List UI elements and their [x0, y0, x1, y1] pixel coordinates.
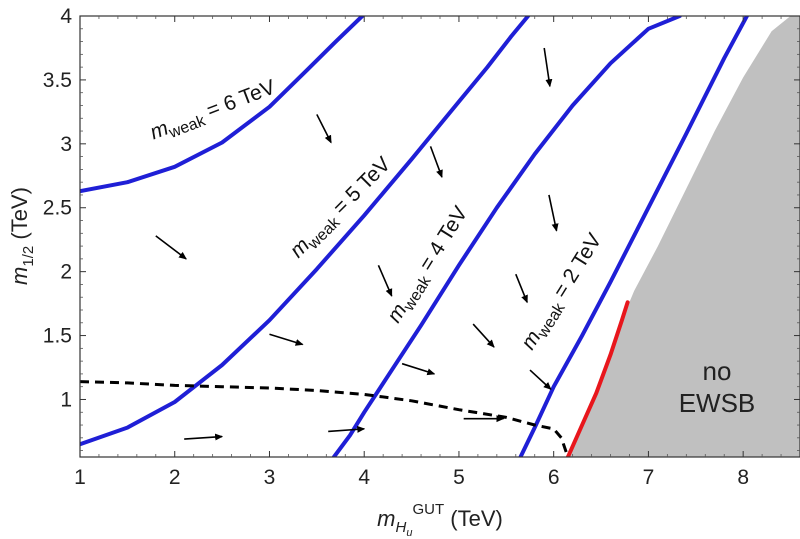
- flow-arrow: [316, 114, 332, 144]
- flow-arrow: [377, 264, 393, 297]
- flow-arrow: [548, 194, 559, 232]
- series-line-2: [331, 16, 682, 457]
- series-line-5: [80, 380, 570, 457]
- flow-arrow: [401, 362, 436, 376]
- y-tick-label: 3: [60, 133, 72, 156]
- y-tick-label: 1: [60, 388, 72, 411]
- flow-arrow: [155, 235, 187, 260]
- x-tick-label: 4: [358, 466, 370, 489]
- flow-arrow: [515, 273, 528, 304]
- flow-arrow: [529, 369, 552, 390]
- x-tick-label: 1: [74, 466, 86, 489]
- region-label-line-1: EWSB: [679, 388, 756, 418]
- y-tick-label: 1.5: [43, 325, 72, 348]
- flow-arrow: [472, 323, 495, 348]
- x-tick-label: 6: [548, 466, 560, 489]
- x-tick-label: 7: [643, 466, 655, 489]
- series-line-1: [80, 16, 531, 447]
- y-tick-label: 2: [60, 261, 72, 284]
- x-tick-label: 8: [737, 466, 749, 489]
- flow-arrow: [184, 433, 224, 441]
- flow-arrow: [328, 425, 366, 433]
- series-line-3: [518, 16, 749, 457]
- y-tick-label: 2.5: [43, 197, 72, 220]
- no-ewsb-region: [567, 16, 800, 457]
- flow-arrow: [429, 146, 443, 178]
- y-axis-label: m1/2 (TeV): [7, 187, 37, 285]
- y-tick-label: 3.5: [43, 69, 72, 92]
- x-tick-label: 2: [169, 466, 181, 489]
- flow-arrow: [543, 47, 553, 88]
- region-label-line-0: no: [703, 356, 732, 386]
- y-tick-label: 4: [60, 5, 72, 28]
- flow-arrow: [269, 333, 304, 346]
- series-line-4: [565, 300, 630, 457]
- series-line-0: [80, 16, 365, 194]
- x-axis-label: mHuGUT (TeV): [377, 501, 503, 539]
- x-tick-label: 5: [453, 466, 465, 489]
- x-tick-label: 3: [264, 466, 276, 489]
